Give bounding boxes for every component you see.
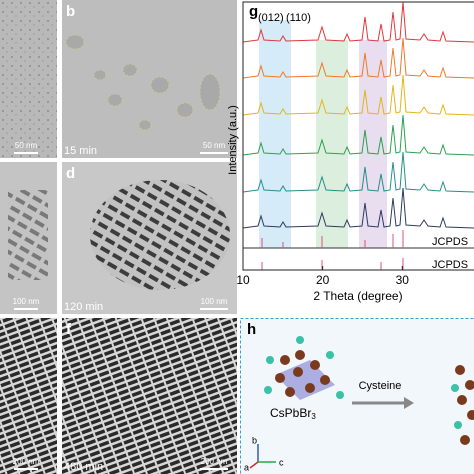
axis-frame	[242, 1, 474, 271]
material-label: CsPbBr3	[270, 406, 316, 421]
axis-label: c	[279, 457, 284, 467]
scale-label: 200 nm	[201, 457, 228, 466]
panel-label: d	[66, 165, 75, 182]
reference-label: JCPDS	[432, 259, 468, 271]
x-ticks: 10 20 30	[236, 266, 409, 287]
scale-label: 100 nm	[13, 297, 40, 306]
reference-peaks	[261, 230, 404, 270]
scale-label: 50 nm	[203, 141, 226, 150]
panel-label: h	[247, 321, 256, 338]
scale-label: 200 nm	[13, 457, 40, 466]
panel-label: f	[66, 321, 72, 338]
x-axis-label: 2 Theta (degree)	[313, 289, 402, 303]
tem-image	[62, 318, 237, 474]
y-axis-label: Intensity (a.u.)	[227, 105, 239, 175]
subscript: 3	[311, 412, 316, 421]
material: CsPbBr	[270, 406, 311, 420]
reference-label: JCPDS	[432, 236, 468, 248]
x-tick-label: 30	[396, 273, 410, 287]
x-tick-label: 20	[316, 273, 330, 287]
xrd-chart: g (012) (110) Intensity (a.u.) JCPDS JCP…	[227, 1, 474, 303]
partial-crystal	[451, 365, 474, 445]
annotation: (110)	[286, 12, 311, 24]
tem-image	[0, 0, 57, 158]
band	[259, 20, 291, 248]
rods	[90, 180, 230, 290]
x-tick-label: 10	[236, 273, 250, 287]
scheme-frame	[240, 318, 474, 474]
scale-label: 100 nm	[201, 297, 228, 306]
arrow-label: Cysteine	[359, 380, 402, 392]
time-label: 15 min	[64, 145, 97, 157]
arrow-head	[404, 397, 414, 409]
axis-label: b	[252, 435, 257, 445]
scheme: h CsPbBr3 Cysteine b a c	[240, 318, 474, 474]
tem-images	[0, 0, 237, 474]
crystal	[264, 336, 344, 400]
rods	[8, 190, 48, 280]
particles	[65, 34, 221, 131]
panel-label: g	[249, 3, 258, 20]
time-label: 120 min	[64, 301, 103, 313]
axis-label: a	[244, 462, 249, 472]
axis-triad	[249, 444, 276, 469]
tem-labels: b 50 nm 15 min 50 nm d 100 nm 120 min 100 nm f 20…	[13, 3, 228, 473]
scale-label: 50 nm	[15, 141, 38, 150]
panel-label: b	[66, 3, 75, 20]
annotation: (012)	[258, 12, 284, 24]
band	[316, 40, 348, 248]
tem-image	[0, 318, 57, 474]
time-label: 480 min	[64, 461, 103, 473]
